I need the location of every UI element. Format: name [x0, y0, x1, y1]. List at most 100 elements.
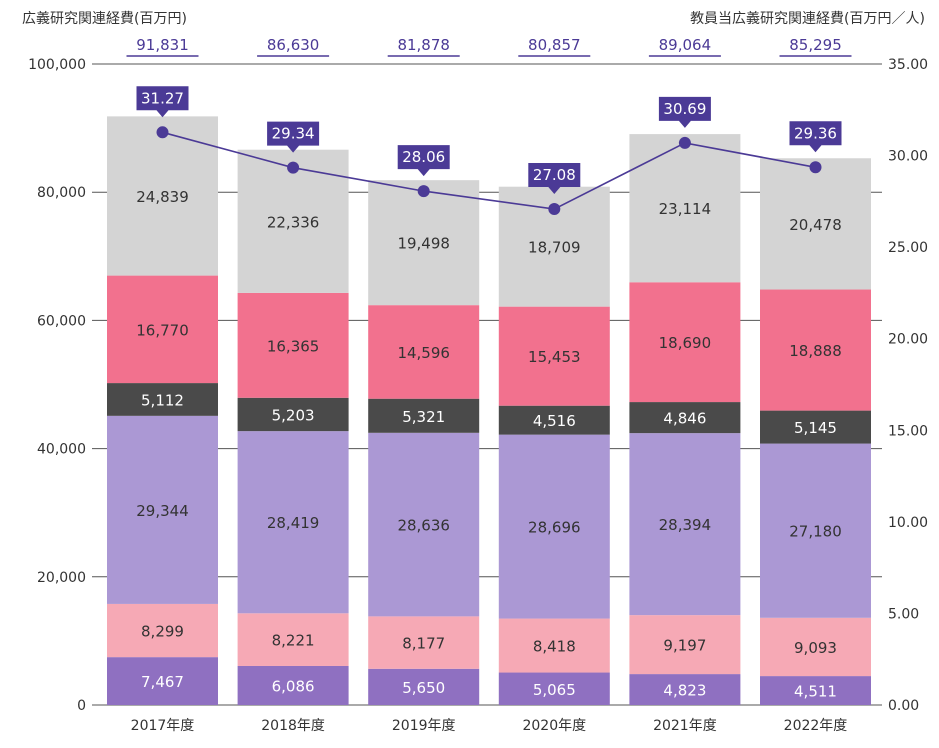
bar-segment [237, 613, 349, 666]
line-point [156, 126, 169, 139]
category-label: 2021年度 [653, 718, 717, 734]
category-label: 2019年度 [392, 718, 456, 734]
segment-value-label: 8,418 [533, 638, 576, 656]
bar-segment [498, 434, 610, 619]
right-tick-label: 30.00 [888, 149, 928, 165]
line-value-callout [528, 163, 581, 195]
segment-value-label: 22,336 [267, 213, 320, 231]
right-tick-label: 10.00 [888, 515, 928, 531]
segment-value-label: 19,498 [397, 235, 450, 253]
segment-value-label: 16,770 [136, 321, 189, 339]
left-tick-label: 60,000 [37, 313, 86, 329]
line-value-label: 28.06 [402, 148, 445, 166]
segment-value-label: 9,093 [794, 639, 837, 657]
left-tick-label: 100,000 [28, 57, 86, 73]
left-tick-label: 20,000 [37, 570, 86, 586]
right-tick-label: 5.00 [888, 606, 919, 622]
line-value-label: 29.34 [272, 125, 315, 143]
bar-segment [629, 615, 741, 675]
segment-value-label: 14,596 [397, 344, 450, 362]
bar-segment [107, 657, 218, 705]
total-label: 91,831 [136, 36, 189, 54]
line-value-label: 27.08 [533, 166, 576, 184]
segment-value-label: 8,177 [402, 635, 445, 653]
segment-value-label: 7,467 [141, 673, 184, 691]
segment-value-label: 8,221 [272, 632, 315, 650]
bar-segment [629, 134, 741, 283]
bar-segment [368, 398, 480, 433]
segment-value-label: 4,516 [533, 412, 576, 430]
bar-segment [237, 292, 349, 398]
segment-value-label: 4,846 [663, 410, 706, 428]
bar-segment [498, 618, 610, 673]
bar-segment [368, 668, 480, 705]
segment-value-label: 5,650 [402, 679, 445, 697]
bar-segment [107, 275, 218, 384]
bar-segment [107, 603, 218, 658]
bar-segment [498, 405, 610, 435]
right-tick-label: 15.00 [888, 423, 928, 439]
bar-segment [760, 676, 871, 705]
total-label: 85,295 [789, 36, 842, 54]
segment-value-label: 16,365 [267, 337, 320, 355]
segment-value-label: 5,065 [533, 681, 576, 699]
segment-value-label: 5,203 [272, 406, 315, 424]
right-tick-label: 25.00 [888, 240, 928, 256]
segment-value-label: 24,839 [136, 188, 189, 206]
segment-value-label: 4,823 [663, 682, 706, 700]
right-axis-title: 教員当広義研究関連経費(百万円／人) [690, 11, 925, 27]
bar-segment [760, 289, 871, 411]
segment-value-label: 28,636 [397, 517, 450, 535]
segment-value-label: 27,180 [789, 523, 842, 541]
line-series [162, 131, 816, 210]
bar-segment [760, 443, 871, 618]
segment-value-label: 18,888 [789, 342, 842, 360]
bar-segment [760, 158, 871, 290]
line-value-callout [267, 121, 320, 153]
bar-segment [629, 674, 741, 705]
line-value-label: 31.27 [141, 89, 184, 107]
total-label: 89,064 [659, 36, 712, 54]
total-label: 81,878 [397, 36, 450, 54]
segment-value-label: 20,478 [789, 216, 842, 234]
bar-segment [237, 397, 349, 432]
line-value-callout [658, 96, 711, 128]
segment-value-label: 28,419 [267, 514, 320, 532]
total-label: 80,857 [528, 36, 581, 54]
left-axis-title: 広義研究関連経費(百万円) [22, 11, 187, 27]
category-label: 2017年度 [131, 718, 195, 734]
bar-segment [498, 672, 610, 705]
total-label: 86,630 [267, 36, 320, 54]
segment-value-label: 4,511 [794, 683, 837, 701]
segment-value-label: 15,453 [528, 348, 581, 366]
right-tick-label: 0.00 [888, 698, 919, 714]
segment-value-label: 5,112 [141, 391, 184, 409]
line-value-callout [397, 145, 450, 177]
bar-segment [498, 306, 610, 406]
right-tick-label: 20.00 [888, 332, 928, 348]
line-point [548, 203, 561, 216]
segment-value-label: 18,690 [659, 334, 712, 352]
bar-segment [368, 616, 480, 669]
line-value-callout [789, 121, 842, 153]
right-tick-label: 35.00 [888, 57, 928, 73]
category-label: 2018年度 [261, 718, 325, 734]
segment-value-label: 29,344 [136, 502, 189, 520]
bar-segment [237, 665, 349, 705]
segment-value-label: 28,394 [659, 516, 712, 534]
bar-segment [629, 433, 741, 616]
bar-segment [629, 282, 741, 403]
bar-segment [368, 180, 480, 306]
line-value-callout [136, 86, 189, 118]
line-value-label: 29.36 [794, 124, 837, 142]
segment-value-label: 18,709 [528, 239, 581, 257]
segment-value-label: 28,696 [528, 519, 581, 537]
category-label: 2020年度 [522, 718, 586, 734]
line-point [287, 161, 300, 174]
line-point [417, 185, 430, 198]
bar-segment [629, 402, 741, 434]
bar-segment [368, 432, 480, 617]
left-tick-label: 40,000 [37, 442, 86, 458]
line-point [678, 136, 691, 149]
